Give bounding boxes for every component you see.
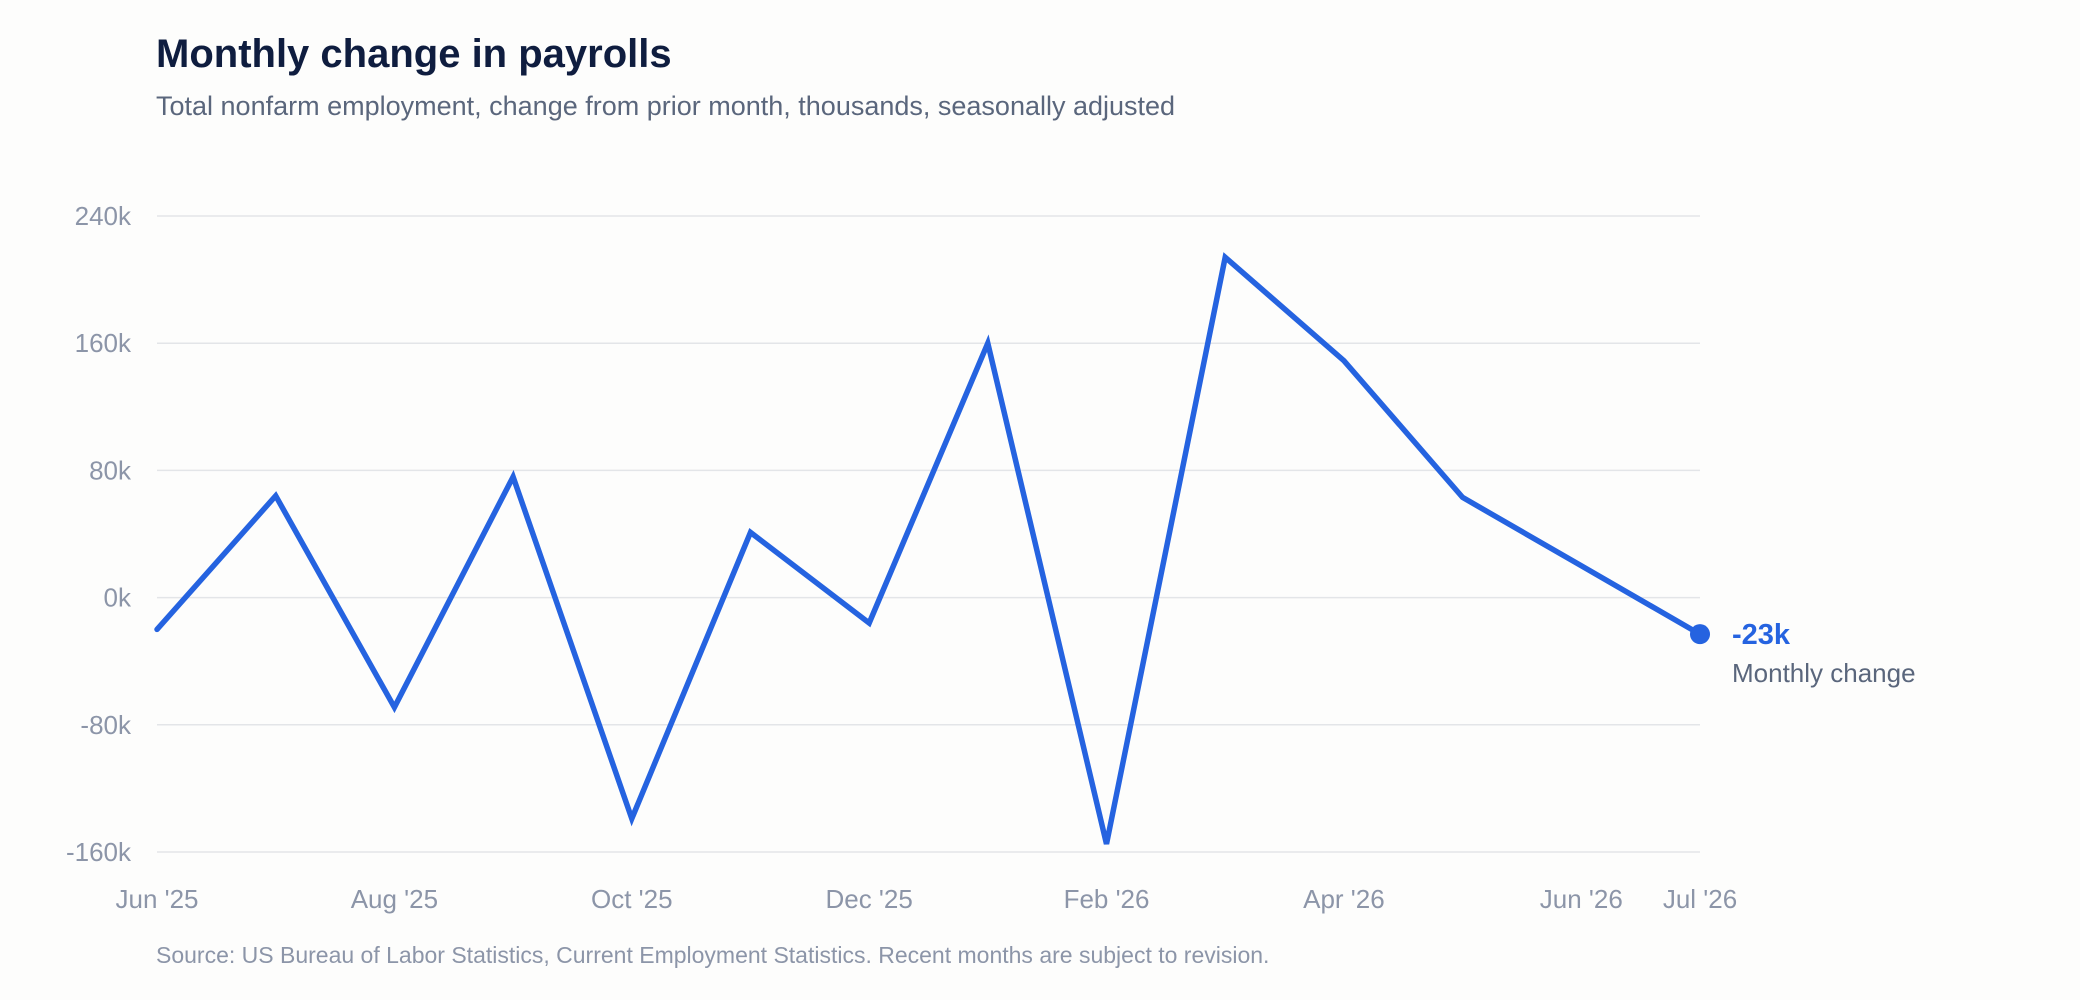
series-layer [154,252,1710,845]
end-series-label: Monthly change [1732,658,1916,688]
y-tick-label: 160k [75,328,132,358]
end-point-marker [1690,624,1710,645]
x-axis-ticks: Jun '25 Aug '25 Oct '25 Dec '25 Feb '26 Apr '… [115,884,1737,914]
y-tick-label: 240k [75,201,132,231]
y-tick-label: -80k [80,710,132,740]
source-note: Source: US Bureau of Labor Statistics, C… [156,942,1269,968]
series-line-monthly-change [154,252,1703,845]
chart-subtitle: Total nonfarm employment, change from pr… [156,91,1175,121]
x-tick-label: Aug '25 [351,884,438,914]
x-tick-label: Jul '26 [1663,884,1737,914]
y-axis-ticks: 240k 160k 80k 0k -80k -160k [66,201,132,867]
x-tick-label: Apr '26 [1303,884,1385,914]
x-tick-label: Oct '25 [591,884,673,914]
x-tick-label: Dec '25 [825,884,912,914]
y-tick-label: 0k [104,583,132,613]
gridlines [157,215,1700,853]
end-annotation: -23k Monthly change [1732,619,1916,688]
end-value-label: -23k [1732,619,1791,651]
x-tick-label: Jun '26 [1540,884,1623,914]
chart-title: Monthly change in payrolls [156,32,672,76]
x-tick-label: Feb '26 [1064,884,1150,914]
y-tick-label: -160k [66,837,132,867]
y-tick-label: 80k [89,455,132,485]
x-tick-label: Jun '25 [115,884,198,914]
